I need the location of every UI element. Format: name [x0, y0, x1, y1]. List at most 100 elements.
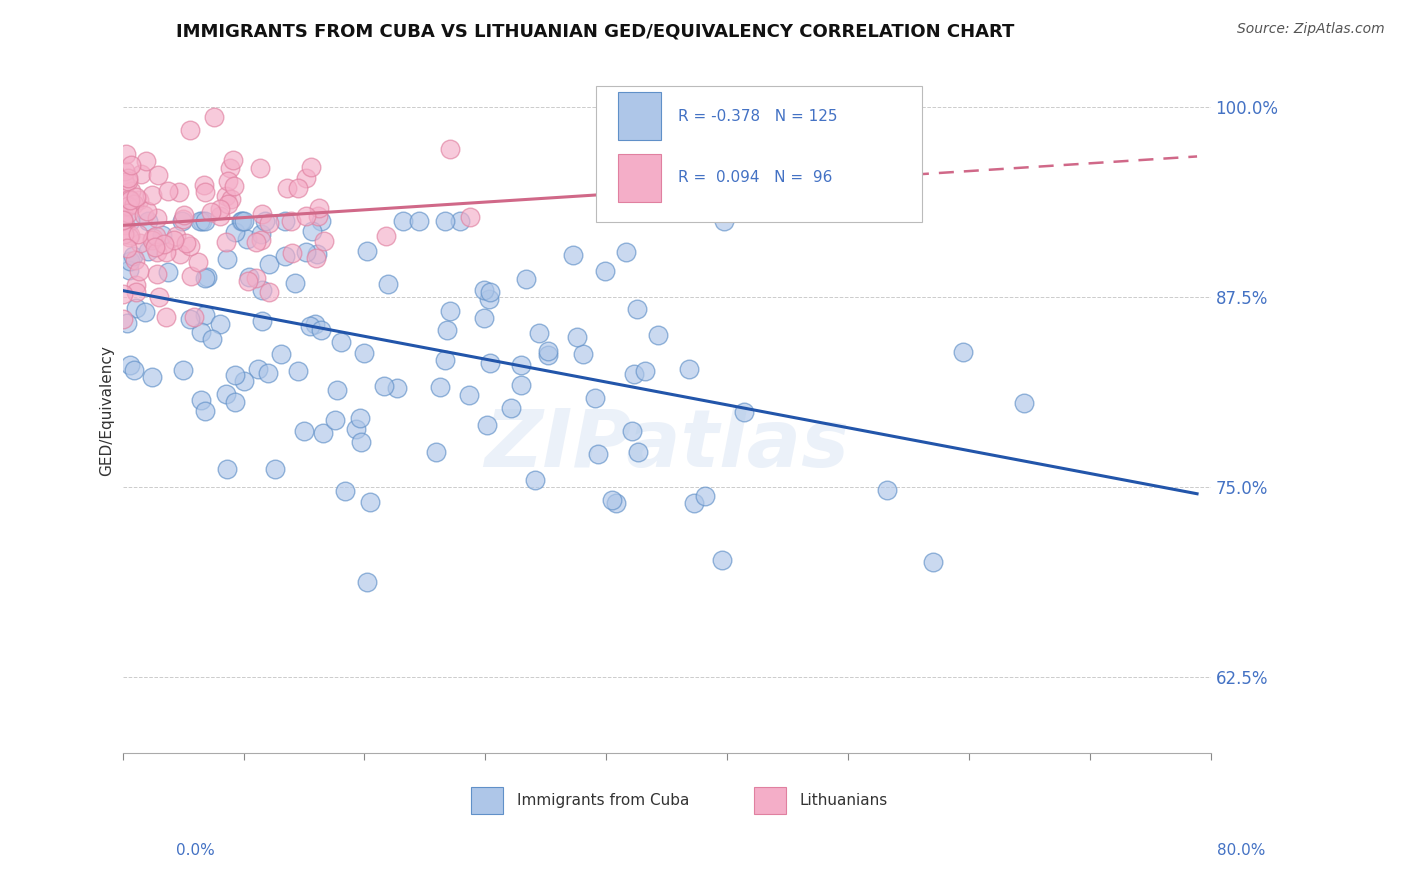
- Point: [350, 434, 373, 449]
- Point: [112, 286, 135, 301]
- Point: [595, 263, 617, 277]
- Point: [125, 190, 148, 204]
- Point: [312, 235, 335, 249]
- Point: [245, 270, 267, 285]
- Point: [270, 347, 292, 361]
- Point: [693, 490, 716, 504]
- Point: [876, 483, 898, 497]
- Point: [200, 205, 222, 219]
- Point: [129, 167, 152, 181]
- Point: [295, 170, 318, 185]
- Point: [224, 225, 246, 239]
- Point: [733, 405, 755, 419]
- Point: [434, 352, 457, 367]
- Point: [128, 264, 150, 278]
- Point: [208, 318, 231, 332]
- Point: [344, 422, 367, 436]
- Text: R =  0.094   N =  96: R = 0.094 N = 96: [678, 170, 832, 186]
- Point: [193, 178, 215, 193]
- Point: [169, 247, 191, 261]
- Point: [408, 213, 430, 227]
- FancyBboxPatch shape: [617, 93, 661, 140]
- Point: [136, 203, 159, 218]
- Point: [118, 262, 141, 277]
- Point: [174, 235, 197, 250]
- Point: [263, 462, 285, 476]
- Point: [294, 244, 316, 259]
- Point: [254, 213, 277, 227]
- Point: [377, 277, 399, 292]
- Point: [217, 252, 239, 266]
- FancyBboxPatch shape: [617, 154, 661, 202]
- Point: [194, 271, 217, 285]
- Point: [125, 301, 148, 316]
- Point: [141, 187, 163, 202]
- Point: [287, 181, 309, 195]
- Point: [307, 209, 329, 223]
- Point: [647, 328, 669, 343]
- Point: [172, 211, 194, 226]
- Point: [583, 391, 606, 405]
- Point: [325, 413, 347, 427]
- Point: [356, 575, 378, 590]
- Point: [294, 424, 316, 438]
- Point: [274, 213, 297, 227]
- Point: [146, 267, 169, 281]
- Point: [112, 204, 135, 219]
- Point: [134, 305, 156, 319]
- Point: [458, 388, 481, 402]
- Point: [219, 161, 242, 175]
- Point: [157, 265, 180, 279]
- Point: [209, 210, 232, 224]
- Point: [623, 368, 645, 382]
- Point: [257, 257, 280, 271]
- Point: [155, 310, 177, 325]
- Point: [245, 235, 267, 249]
- Point: [250, 207, 273, 221]
- Point: [246, 362, 269, 376]
- Point: [439, 142, 461, 156]
- Point: [537, 343, 560, 358]
- Text: R = -0.378   N = 125: R = -0.378 N = 125: [678, 109, 837, 124]
- Point: [509, 358, 531, 372]
- Point: [330, 334, 353, 349]
- Point: [922, 555, 945, 569]
- Point: [353, 346, 375, 360]
- Point: [236, 231, 259, 245]
- Point: [114, 164, 136, 178]
- Point: [307, 247, 329, 261]
- Point: [299, 160, 322, 174]
- Point: [287, 364, 309, 378]
- Point: [190, 392, 212, 407]
- Point: [301, 224, 323, 238]
- Point: [436, 323, 458, 337]
- Point: [356, 244, 378, 258]
- Point: [112, 227, 135, 241]
- Point: [257, 285, 280, 300]
- Point: [683, 496, 706, 510]
- Point: [143, 240, 166, 254]
- Point: [179, 123, 201, 137]
- Point: [136, 244, 159, 258]
- Point: [224, 368, 246, 382]
- Y-axis label: GED/Equivalency: GED/Equivalency: [100, 345, 114, 476]
- Point: [120, 227, 142, 242]
- Point: [252, 313, 274, 327]
- Point: [194, 308, 217, 322]
- Point: [472, 310, 495, 325]
- Point: [952, 344, 974, 359]
- Point: [179, 239, 201, 253]
- Point: [170, 213, 193, 227]
- Point: [458, 211, 481, 225]
- Point: [509, 377, 531, 392]
- Point: [111, 312, 134, 326]
- Point: [308, 201, 330, 215]
- Point: [479, 356, 502, 370]
- Point: [224, 395, 246, 409]
- Point: [304, 317, 326, 331]
- Point: [125, 277, 148, 292]
- Point: [187, 255, 209, 269]
- Point: [375, 228, 398, 243]
- Point: [276, 181, 298, 195]
- Point: [180, 268, 202, 283]
